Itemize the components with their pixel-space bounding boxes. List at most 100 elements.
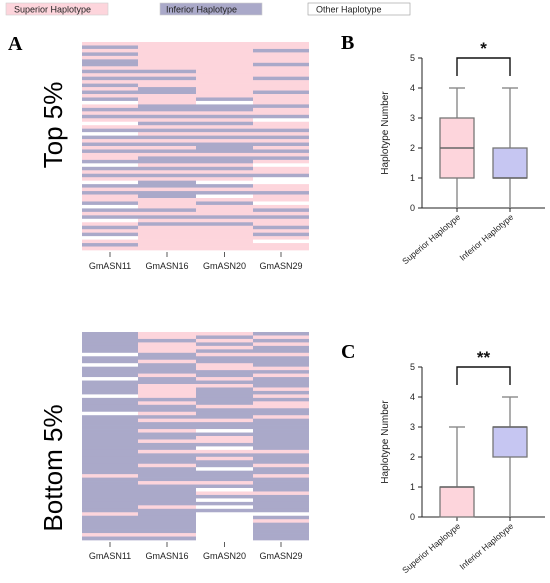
heatmap-bottom-cell <box>138 384 196 388</box>
heatmap-bottom-cell <box>196 432 253 437</box>
heatmap-bottom-cell <box>138 529 196 534</box>
heatmap-top-cell <box>253 100 309 105</box>
heatmap-bottom-cell <box>138 474 196 478</box>
legend-swatch-inferior <box>159 2 263 16</box>
heatmap-bottom-cell <box>82 370 138 374</box>
heatmap-top-cell <box>196 225 253 230</box>
heatmap-bottom-cell <box>82 380 138 385</box>
heatmap-bottom-cell <box>253 488 309 492</box>
heatmap-top-cell <box>82 135 138 140</box>
heatmap-bottom-cell <box>138 370 196 374</box>
heatmap-top-cell <box>138 59 196 64</box>
heatmap-bottom-cell <box>196 345 253 350</box>
heatmap-top-cell <box>253 87 309 91</box>
heatmap-top-cell <box>138 215 196 220</box>
heatmap-top-cell <box>253 55 309 60</box>
heatmap-top-cell <box>138 225 196 230</box>
heatmap-bottom-cell <box>138 418 196 423</box>
boxplot-c-category-label: Superior Haplotype <box>400 521 462 576</box>
boxplot-c-y-tick-label: 3 <box>410 422 415 432</box>
heatmap-top-cell <box>253 239 309 244</box>
heatmap-bottom-cell <box>138 436 196 440</box>
heatmap-top-cell <box>82 201 138 206</box>
heatmap-bottom-cell <box>253 373 309 378</box>
heatmap-top-cell <box>196 146 253 150</box>
heatmap-top-cell <box>253 128 309 133</box>
heatmap-bottom-cell <box>253 449 309 454</box>
heatmap-top-cell <box>82 55 138 60</box>
heatmap-top-cell <box>253 73 309 78</box>
heatmap-bottom-cell <box>138 363 196 368</box>
heatmap-top-cell <box>196 194 253 199</box>
heatmap-bottom-cell <box>82 356 138 361</box>
heatmap-top-cell <box>196 132 253 136</box>
heatmap-bottom-cell <box>196 536 253 541</box>
heatmap-top-cell <box>82 45 138 50</box>
heatmap-bottom-cell <box>82 349 138 354</box>
boxplot-b-significance-marker: * <box>480 39 487 58</box>
heatmap-bottom-cell <box>253 422 309 426</box>
heatmap-top-cell <box>196 159 253 164</box>
heatmap-bottom-cell <box>82 411 138 416</box>
heatmap-top-cell <box>138 80 196 84</box>
heatmap-top-cell <box>82 184 138 188</box>
heatmap-bottom-cell <box>196 474 253 478</box>
heatmap-top-cell <box>138 114 196 119</box>
heatmap-top-cell <box>82 229 138 234</box>
heatmap-bottom-cell <box>253 342 309 347</box>
heatmap-bottom-cell <box>138 380 196 385</box>
heatmap-bottom-cell <box>82 377 138 381</box>
heatmap-bottom-cell <box>253 390 309 395</box>
heatmap-bottom-cell <box>138 512 196 517</box>
heatmap-bottom-cell <box>253 529 309 534</box>
heatmap-top-cell <box>82 152 138 157</box>
heatmap-top-cell <box>196 177 253 182</box>
heatmap-bottom-cell <box>82 418 138 423</box>
heatmap-bottom-cell <box>196 408 253 413</box>
heatmap-top-cell <box>82 76 138 81</box>
heatmap-bottom-cell <box>253 470 309 475</box>
heatmap-top-cell <box>138 152 196 157</box>
heatmap-bottom-cell <box>82 366 138 371</box>
heatmap-top-cell <box>196 198 253 202</box>
heatmap-bottom-cell <box>253 345 309 350</box>
heatmap-bottom-cell <box>138 352 196 357</box>
heatmap-bottom-cell <box>196 429 253 433</box>
heatmap-top-cell <box>138 184 196 188</box>
heatmap-top-cell <box>138 62 196 67</box>
heatmap-top-cell <box>138 218 196 223</box>
heatmap-top-cell <box>196 239 253 244</box>
heatmap-bottom-cell <box>82 429 138 433</box>
boxplot-b-y-tick-label: 3 <box>410 113 415 123</box>
heatmap-bottom-cell <box>253 349 309 354</box>
heatmap-top-cell <box>196 139 253 143</box>
heatmap-top-cell <box>196 246 253 251</box>
heatmap-bottom-cell <box>82 453 138 458</box>
heatmap-bottom-cell <box>253 456 309 461</box>
heatmap-bottom-cell <box>196 366 253 371</box>
heatmap-bottom-cell <box>82 519 138 524</box>
heatmap-top-cell <box>138 94 196 98</box>
heatmap-top-cell <box>253 198 309 202</box>
heatmap-top-cell <box>138 55 196 60</box>
heatmap-bottom-cell <box>196 522 253 527</box>
heatmap-top-cell <box>82 69 138 74</box>
heatmap-bottom-cell <box>82 332 138 336</box>
heatmap-bottom-cell <box>253 477 309 482</box>
heatmap-top-cell <box>196 229 253 234</box>
heatmap-top-cell <box>196 170 253 175</box>
heatmap-bottom-cell <box>196 411 253 416</box>
heatmap-bottom-cell <box>138 442 196 447</box>
heatmap-bottom-cell <box>82 415 138 420</box>
heatmap-bottom-cell <box>138 446 196 451</box>
panel-letter-a: A <box>8 33 23 55</box>
heatmap-top-cell <box>138 125 196 130</box>
heatmap-bottom-cell <box>82 536 138 541</box>
heatmap-bottom-cell <box>196 529 253 534</box>
heatmap-top-cell <box>82 236 138 240</box>
heatmap-bottom-cell <box>138 404 196 409</box>
boxplot-b-y-tick-label: 4 <box>410 83 415 93</box>
heatmap-bottom-cell <box>253 498 309 503</box>
heatmap-top-cell <box>82 142 138 147</box>
heatmap-bottom-cell <box>253 460 309 465</box>
